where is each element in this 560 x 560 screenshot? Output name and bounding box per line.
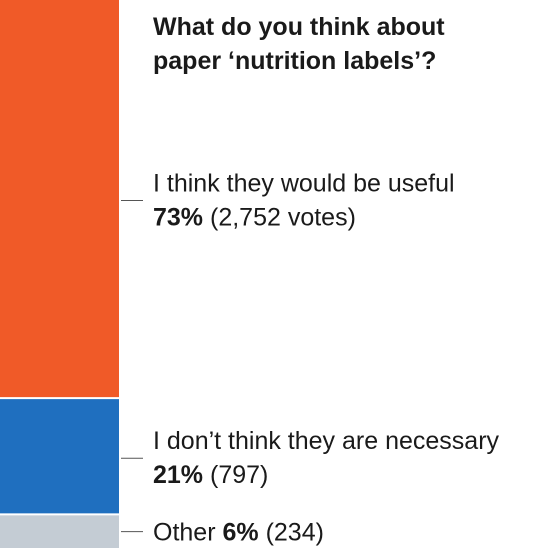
segment-labels: I think they would be useful 73% (2,752 v… (121, 170, 500, 547)
chart-title-line-1: What do you think about (153, 13, 445, 41)
category-label-not-necessary: I don’t think they are necessary (153, 427, 500, 455)
bar-segments (0, 0, 119, 548)
category-label-useful: I think they would be useful (153, 170, 455, 198)
bar-segment-useful (0, 0, 119, 398)
bar-segment-other (0, 515, 119, 548)
value-label-not-necessary: 21% (797) (153, 461, 268, 489)
value-label-useful: 73% (2,752 votes) (153, 204, 356, 232)
chart-title-line-2: paper ‘nutrition labels’? (153, 47, 436, 75)
category-value-label-other: Other 6% (234) (153, 519, 324, 547)
bar-segment-not-necessary (0, 399, 119, 514)
